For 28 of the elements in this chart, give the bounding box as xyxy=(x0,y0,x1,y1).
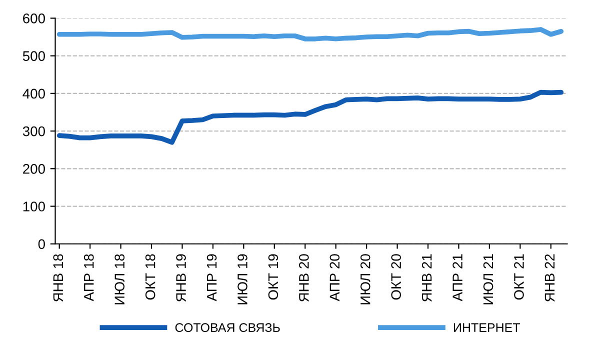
y-tick-label: 300 xyxy=(22,126,45,136)
x-tick-label: ЯНВ 21 xyxy=(422,254,432,302)
x-tick-label: ОКТ 21 xyxy=(514,254,524,300)
line-series xyxy=(56,90,564,145)
line-series xyxy=(56,27,564,42)
x-tick-label: ОКТ 20 xyxy=(391,254,402,300)
y-tick-label: 500 xyxy=(22,51,45,61)
y-tick-label: 400 xyxy=(22,88,45,99)
x-tick-label: ЯНВ 19 xyxy=(176,254,186,302)
x-tick-label: ОКТ 18 xyxy=(145,254,156,300)
y-tick-label: 600 xyxy=(23,14,45,24)
x-tick-label: ЯНВ 20 xyxy=(299,254,309,302)
x-tick-label: АПР 21 xyxy=(452,254,462,302)
x-tick-label: АПР 20 xyxy=(330,254,340,302)
y-tick-label: 100 xyxy=(23,202,45,212)
legend-label: СОТОВАЯ СВЯЗЬ xyxy=(175,323,280,332)
x-tick-label: ИЮЛ 19 xyxy=(238,254,248,304)
x-tick-label: ЯНВ 22 xyxy=(544,254,554,302)
x-tick-label: ИЮЛ 20 xyxy=(360,254,370,304)
x-tick-label: АПР 19 xyxy=(206,254,217,302)
x-tick-label: ИЮЛ 21 xyxy=(483,254,494,304)
x-tick-label: ЯНВ 18 xyxy=(53,254,64,302)
x-tick-label: АПР 18 xyxy=(84,254,94,302)
y-tick-label: 200 xyxy=(23,164,45,174)
x-tick-label: ОКТ 19 xyxy=(268,254,278,300)
y-tick-label: 0 xyxy=(38,239,45,250)
legend-label: ИНТЕРНЕТ xyxy=(454,323,520,332)
x-tick-label: ИЮЛ 18 xyxy=(114,254,125,304)
